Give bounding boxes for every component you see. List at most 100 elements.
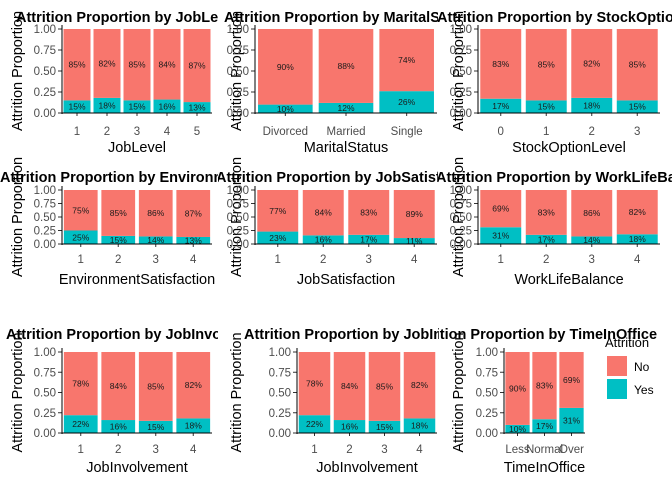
y-tick-label: 1.00 bbox=[34, 347, 56, 359]
bar-no bbox=[176, 190, 211, 237]
bar-yes bbox=[138, 420, 173, 433]
data-label-yes: 17% bbox=[492, 101, 509, 111]
bar-no bbox=[63, 29, 91, 101]
y-tick-label: 0.00 bbox=[227, 239, 249, 251]
x-tick-label: 3 bbox=[153, 254, 159, 266]
data-label-yes: 15% bbox=[128, 102, 145, 112]
x-axis-label: TimeInOffice bbox=[504, 460, 585, 476]
x-tick-label: 3 bbox=[589, 254, 595, 266]
bar-no bbox=[101, 352, 136, 421]
panel-title: Attrition Proportion by JobSatisfaction bbox=[216, 170, 483, 186]
bar-yes bbox=[480, 227, 522, 244]
x-axis-label: MaritalStatus bbox=[304, 140, 389, 156]
panel-title: Attrition Proportion by WorkLifeBalance bbox=[436, 170, 672, 186]
x-tick-label: 1 bbox=[498, 254, 504, 266]
chart-panel-6: Attrition Proportion by WorkLifeBalanceA… bbox=[436, 157, 672, 288]
y-tick-label: 0.75 bbox=[34, 45, 56, 57]
data-label-no: 82% bbox=[583, 58, 600, 68]
bar-yes bbox=[176, 236, 211, 244]
panel-title: Attrition Proportion by EnvironmentSatis… bbox=[0, 170, 330, 186]
bar-yes bbox=[123, 100, 151, 113]
bar-yes bbox=[63, 415, 98, 433]
bar-yes bbox=[368, 420, 401, 433]
chart-panel-3: Attrition Proportion by StockOptionLevel… bbox=[438, 10, 672, 156]
legend-label-yes: Yes bbox=[634, 383, 654, 397]
bar-no bbox=[333, 352, 366, 421]
data-label-yes: 18% bbox=[98, 100, 115, 110]
y-tick-label: 0.75 bbox=[450, 45, 472, 57]
x-tick-label: 4 bbox=[416, 444, 423, 456]
legend-swatch-yes bbox=[607, 379, 627, 399]
x-tick-label: 1 bbox=[311, 444, 317, 456]
y-tick-label: 1.00 bbox=[269, 347, 291, 359]
y-tick-label: 1.00 bbox=[227, 185, 249, 197]
bar-yes bbox=[333, 420, 366, 433]
data-label-yes: 14% bbox=[147, 235, 164, 245]
bar-no bbox=[63, 352, 98, 416]
y-tick-label: 0.25 bbox=[269, 408, 291, 420]
y-tick-label: 0.00 bbox=[34, 428, 56, 440]
x-tick-label: Single bbox=[391, 126, 423, 138]
data-label-yes: 16% bbox=[110, 422, 127, 432]
data-label-yes: 10% bbox=[277, 104, 294, 114]
y-axis-label: Attrition Proportion bbox=[10, 332, 26, 452]
legend: Attrition No Yes bbox=[605, 335, 654, 399]
y-tick-label: 0.50 bbox=[476, 388, 498, 400]
x-axis-label: StockOptionLevel bbox=[512, 140, 626, 156]
x-tick-label: 1 bbox=[78, 444, 84, 456]
x-axis-label: JobSatisfaction bbox=[297, 272, 395, 288]
chart-panel-2: Attrition Proportion by MaritalStatusAtt… bbox=[224, 10, 438, 156]
x-tick-label: 3 bbox=[634, 126, 640, 138]
y-tick-label: 0.50 bbox=[34, 66, 56, 78]
data-label-no: 90% bbox=[509, 383, 526, 393]
y-tick-label: 0.50 bbox=[227, 66, 249, 78]
data-label-no: 82% bbox=[185, 380, 202, 390]
bar-no bbox=[559, 352, 584, 408]
y-axis-label: Attrition Proportion bbox=[229, 157, 245, 277]
data-label-no: 83% bbox=[360, 207, 377, 217]
bar-yes bbox=[183, 102, 211, 113]
y-tick-label: 0.00 bbox=[227, 108, 249, 120]
y-tick-label: 0.25 bbox=[34, 226, 56, 238]
bar-no bbox=[183, 29, 211, 103]
data-label-no: 85% bbox=[128, 60, 145, 70]
x-axis-label: JobInvolvement bbox=[316, 460, 418, 476]
bar-yes bbox=[571, 97, 613, 113]
x-tick-label: 1 bbox=[74, 126, 80, 138]
bar-no bbox=[525, 190, 567, 235]
data-label-no: 85% bbox=[110, 208, 127, 218]
chart-panel-5: Attrition Proportion by JobSatisfactionA… bbox=[216, 157, 483, 288]
data-label-yes: 17% bbox=[360, 234, 377, 244]
bar-yes bbox=[571, 236, 613, 244]
y-tick-label: 1.00 bbox=[450, 24, 472, 36]
panel-title: Attrition Proportion by JobInvolvement bbox=[6, 327, 276, 343]
x-axis-label: EnvironmentSatisfaction bbox=[59, 272, 215, 288]
data-label-yes: 17% bbox=[536, 421, 553, 431]
bar-yes bbox=[63, 100, 91, 113]
x-tick-label: 2 bbox=[320, 254, 326, 266]
bar-no bbox=[616, 190, 658, 235]
x-tick-label: Less bbox=[505, 444, 530, 456]
bar-no bbox=[138, 352, 173, 421]
bar-no bbox=[138, 190, 173, 237]
y-tick-label: 1.00 bbox=[34, 24, 56, 36]
data-label-no: 69% bbox=[563, 375, 580, 385]
y-tick-label: 0.50 bbox=[450, 212, 472, 224]
data-label-no: 87% bbox=[188, 61, 205, 71]
x-tick-label: 1 bbox=[275, 254, 281, 266]
data-label-yes: 15% bbox=[68, 102, 85, 112]
data-label-no: 85% bbox=[147, 381, 164, 391]
chart-panel-1: Attrition Proportion by JobLevelAttritio… bbox=[10, 10, 218, 156]
legend-title: Attrition bbox=[605, 335, 649, 350]
y-tick-label: 0.25 bbox=[227, 87, 249, 99]
data-label-yes: 15% bbox=[376, 422, 393, 432]
bar-no bbox=[525, 29, 567, 101]
data-label-no: 78% bbox=[72, 379, 89, 389]
bar-yes bbox=[298, 415, 331, 433]
bar-no bbox=[176, 352, 211, 419]
x-tick-label: 3 bbox=[381, 444, 387, 456]
x-tick-label: 1 bbox=[78, 254, 84, 266]
y-tick-label: 0.50 bbox=[227, 212, 249, 224]
data-label-no: 77% bbox=[269, 206, 286, 216]
panel-title: Attrition Proportion by TimeInOffice bbox=[410, 327, 657, 343]
